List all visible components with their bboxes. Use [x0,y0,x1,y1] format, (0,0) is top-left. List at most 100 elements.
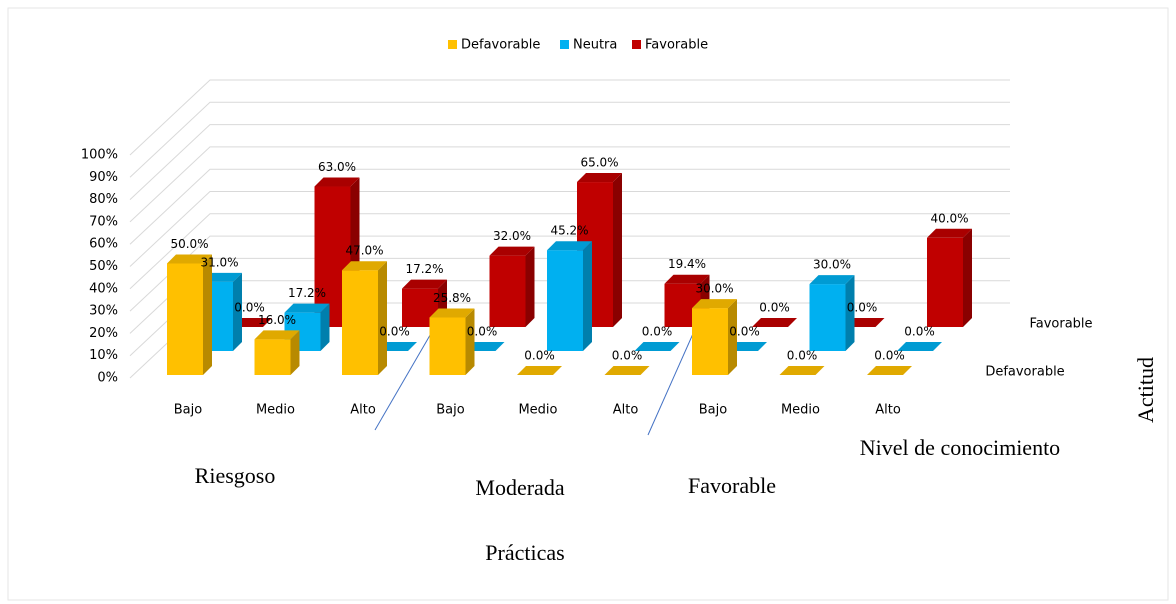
bar-front [809,284,846,351]
bar-side [203,254,212,375]
legend-swatch [448,40,457,49]
value-label: 0.0% [904,325,935,339]
bar-top [692,299,737,309]
bar-top [254,330,300,340]
value-label: 0.0% [847,301,878,315]
y-tick-label: 50% [89,259,118,274]
bar-top [634,342,680,351]
chart-border [7,7,1169,601]
value-label: 0.0% [642,325,673,339]
y-tick-label: 20% [89,326,118,341]
bar-top [779,366,825,375]
y-tick-label: 90% [89,170,118,185]
y-tick-label: 0% [97,371,118,386]
bar-side [320,303,330,351]
x-tick-label: Medio [781,403,820,418]
value-label: 30.0% [813,258,851,272]
y-tick-label: 60% [89,237,118,252]
bar-top [429,308,475,318]
legend-label: Neutra [573,38,617,53]
bar-side [583,241,592,351]
legend-swatch [632,40,641,49]
bar-side [378,261,387,375]
grid-line [129,146,1010,223]
bar-side [465,308,475,375]
value-label: 47.0% [345,244,383,258]
value-label: 17.2% [288,286,326,300]
x-tick-label: Medio [518,403,557,418]
value-label: 65.0% [580,156,618,170]
value-label: 0.0% [729,325,760,339]
leader-line [374,317,441,431]
x-tick-label: Alto [613,403,639,418]
y-tick-label: 40% [89,281,118,296]
value-label: 45.2% [550,224,588,238]
value-label: 63.0% [318,160,356,174]
grid-line [129,124,1010,200]
leader-line [647,317,701,436]
value-label: 0.0% [787,349,818,363]
bar-top [809,275,855,285]
bar-top [167,254,212,264]
y-tick-label: 80% [89,192,118,207]
x-tick-label: Medio [256,403,295,418]
bar-top [284,303,330,313]
grid-line [129,79,1010,156]
depth-tick-label: Defavorable [985,365,1064,380]
grid-line [129,213,1010,290]
bar-front [692,308,728,375]
legend-label: Defavorable [461,38,540,53]
value-label: 0.0% [467,325,498,339]
y-tick-label: 30% [89,304,118,319]
bar-top [547,241,592,251]
value-label: 0.0% [524,349,555,363]
bar-side [728,299,737,375]
bar-side [525,246,535,327]
grid-line [129,191,1010,267]
depth-axis-title: Actitud [1133,357,1158,423]
y-tick-label: 10% [89,348,118,363]
bar-front [342,270,378,375]
bar-top [577,173,622,183]
value-label: 17.2% [405,262,443,276]
bar-top [489,246,535,256]
bar-top [402,279,447,289]
bar-side [963,228,972,327]
x-tick-label: Alto [350,403,376,418]
bar-side [845,275,855,351]
value-label: 40.0% [930,211,968,225]
bar-side [613,173,622,327]
x-tick-label: Bajo [174,403,202,418]
grid-line [129,235,1010,312]
inner-axis-title: Nivel de conocimiento [860,435,1060,460]
bar-side [290,330,300,375]
bar-front [927,237,963,327]
bar-top [664,274,710,284]
bar-front [429,317,466,375]
value-label: 32.0% [493,229,531,243]
x-tick-label: Alto [875,403,901,418]
bar-top [867,366,912,375]
bar-top [752,318,797,327]
value-label: 50.0% [170,237,208,251]
legend-label: Favorable [645,38,708,53]
bar-top [342,261,387,271]
grid-line [129,168,1010,245]
bar-top [314,177,360,187]
x-tick-label: Bajo [436,403,464,418]
bar-top [927,228,972,238]
bar-front [254,339,291,375]
bar-front [489,255,526,327]
y-tick-label: 70% [89,214,118,229]
value-label: 0.0% [612,349,643,363]
value-label: 25.8% [433,291,471,305]
group-label: Moderada [475,475,564,500]
group-label: Favorable [688,473,776,498]
bar-front [547,250,583,351]
bar-front [167,263,203,375]
y-tick-label: 100% [81,148,118,163]
value-label: 0.0% [874,349,905,363]
value-label: 31.0% [200,255,238,269]
bar-top [517,366,562,375]
